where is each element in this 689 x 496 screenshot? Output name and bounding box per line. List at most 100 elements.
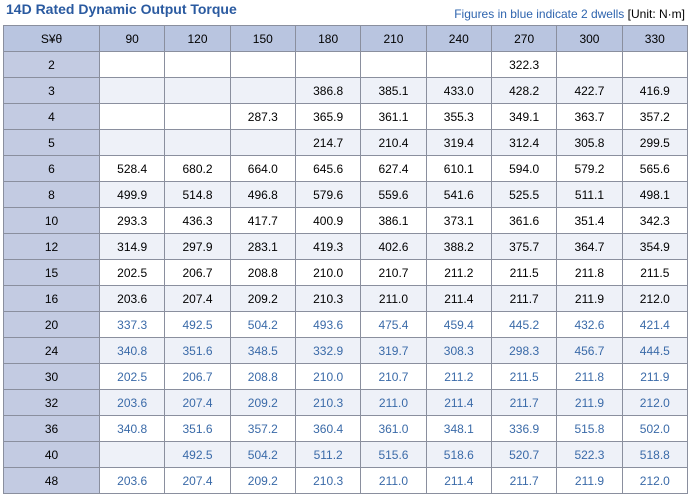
cell: 210.3 [294, 285, 362, 312]
row-label: 30 [3, 363, 100, 390]
cell: 520.7 [490, 441, 558, 468]
cell: 298.3 [490, 337, 558, 364]
cell: 365.9 [294, 103, 362, 130]
row-label: 48 [3, 467, 100, 494]
cell: 336.9 [490, 415, 558, 442]
cell: 528.4 [98, 155, 166, 182]
cell: 211.4 [425, 285, 492, 312]
cell: 361.6 [490, 207, 558, 234]
cell: 203.6 [98, 467, 166, 494]
cell: 211.5 [621, 259, 689, 286]
row: 40 492.5 504.2 511.2 515.6 518.6 520.7 522.3 518… [3, 441, 689, 468]
cell: 514.8 [164, 181, 231, 208]
row-label: 24 [3, 337, 100, 364]
column-header: 90 [98, 25, 166, 52]
cell: 211.5 [490, 363, 558, 390]
cell: 211.4 [425, 467, 492, 494]
row: 6 528.4 680.2 664.0 645.6 627.4 610.1 594.0 579.… [3, 155, 689, 182]
row-label: 36 [3, 415, 100, 442]
row: 5 214.7 210.4 319.4 312.4 305.8 299.5 [3, 129, 689, 156]
row-label: 8 [3, 181, 100, 208]
cell: 504.2 [229, 441, 296, 468]
row: 24 340.8 351.6 348.5 332.9 319.7 308.3 298.3 456… [3, 337, 689, 364]
cell: 522.3 [556, 441, 623, 468]
row: 32 203.6 207.4 209.2 210.3 211.0 211.4 211.7 211… [3, 389, 689, 416]
cell: 498.1 [621, 181, 689, 208]
cell: 206.7 [164, 363, 231, 390]
cell: 361.1 [360, 103, 427, 130]
cell: 212.0 [621, 285, 689, 312]
cell: 492.5 [164, 311, 231, 338]
cell: 207.4 [164, 389, 231, 416]
cell [98, 77, 166, 104]
cell: 212.0 [621, 467, 689, 494]
cell: 354.9 [621, 233, 689, 260]
row: 30 202.5 206.7 208.8 210.0 210.7 211.2 211.5 211… [3, 363, 689, 390]
unit: [Unit: N·m] [627, 7, 685, 21]
cell: 208.8 [229, 363, 296, 390]
cell: 319.7 [360, 337, 427, 364]
cell: 340.8 [98, 337, 166, 364]
cell: 340.8 [98, 415, 166, 442]
cell: 357.2 [229, 415, 296, 442]
cell: 211.4 [425, 389, 492, 416]
row: 36 340.8 351.6 357.2 360.4 361.0 348.1 336.9 515… [3, 415, 689, 442]
cell: 211.9 [556, 285, 623, 312]
cell: 511.1 [556, 181, 623, 208]
cell: 210.0 [294, 363, 362, 390]
cell: 400.9 [294, 207, 362, 234]
row-label: 20 [3, 311, 100, 338]
cell: 680.2 [164, 155, 231, 182]
cell [98, 51, 166, 78]
cell: 511.2 [294, 441, 362, 468]
cell [621, 51, 689, 78]
cell [98, 129, 166, 156]
cell: 360.4 [294, 415, 362, 442]
cell: 355.3 [425, 103, 492, 130]
row-label: 16 [3, 285, 100, 312]
cell: 456.7 [556, 337, 623, 364]
cell: 388.2 [425, 233, 492, 260]
cell: 211.2 [425, 259, 492, 286]
cell: 202.5 [98, 363, 166, 390]
cell: 210.4 [360, 129, 427, 156]
row-label: 10 [3, 207, 100, 234]
cell: 422.7 [556, 77, 623, 104]
cell: 211.0 [360, 389, 427, 416]
cell: 283.1 [229, 233, 296, 260]
cell: 627.4 [360, 155, 427, 182]
row-label: 6 [3, 155, 100, 182]
cell [164, 103, 231, 130]
cell: 436.3 [164, 207, 231, 234]
cell: 209.2 [229, 285, 296, 312]
cell: 363.7 [556, 103, 623, 130]
row: 10 293.3 436.3 417.7 400.9 386.1 373.1 361.6 351… [3, 207, 689, 234]
cell [425, 51, 492, 78]
cell: 492.5 [164, 441, 231, 468]
cell: 308.3 [425, 337, 492, 364]
cell: 211.0 [360, 467, 427, 494]
cell: 211.8 [556, 259, 623, 286]
cell: 445.2 [490, 311, 558, 338]
cell: 211.7 [490, 389, 558, 416]
row-label: 5 [3, 129, 100, 156]
torque-table: S¥θ 90 120 150 180 210 240 270 300 330 2 322.3 3 386.… [3, 25, 689, 494]
cell: 287.3 [229, 103, 296, 130]
cell: 386.8 [294, 77, 362, 104]
cell: 211.7 [490, 285, 558, 312]
cell: 348.1 [425, 415, 492, 442]
cell: 211.7 [490, 467, 558, 494]
cell: 579.6 [294, 181, 362, 208]
cell: 211.0 [360, 285, 427, 312]
cell: 444.5 [621, 337, 689, 364]
cell: 610.1 [425, 155, 492, 182]
row: 15 202.5 206.7 208.8 210.0 210.7 211.2 211.5 211… [3, 259, 689, 286]
cell: 386.1 [360, 207, 427, 234]
cell: 493.6 [294, 311, 362, 338]
cell: 349.1 [490, 103, 558, 130]
cell: 314.9 [98, 233, 166, 260]
cell: 499.9 [98, 181, 166, 208]
row-label: 3 [3, 77, 100, 104]
row-label: 4 [3, 103, 100, 130]
